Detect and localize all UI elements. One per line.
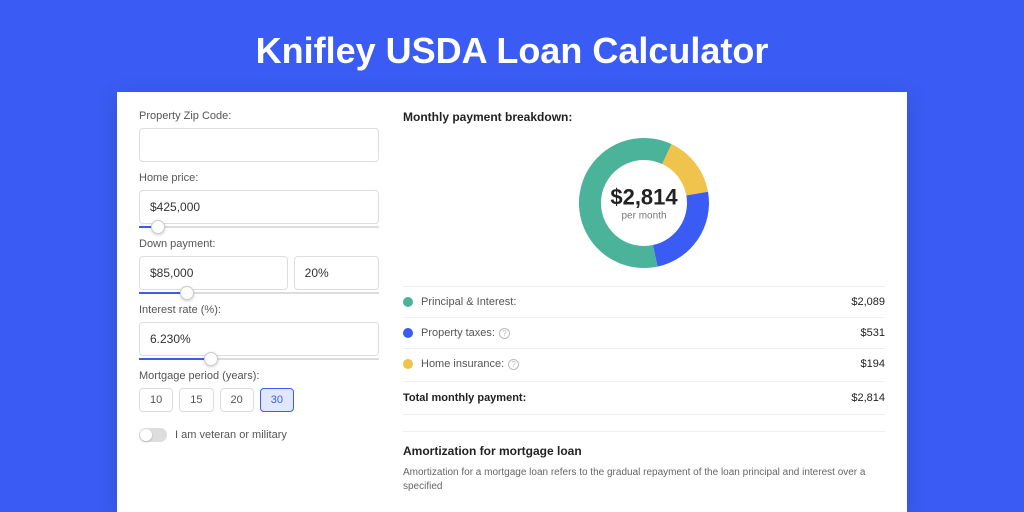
total-label: Total monthly payment: — [403, 392, 851, 404]
swatch-taxes — [403, 328, 413, 338]
info-icon[interactable]: ? — [499, 328, 510, 339]
interest-field: Interest rate (%): — [139, 304, 379, 360]
breakdown-row-taxes: Property taxes: ? $531 — [403, 317, 885, 348]
donut-center: $2,814 per month — [610, 185, 677, 222]
period-btn-15[interactable]: 15 — [179, 388, 213, 412]
breakdown-value: $194 — [861, 358, 885, 370]
calculator-card: Property Zip Code: Home price: Down paym… — [117, 92, 907, 512]
zip-field: Property Zip Code: — [139, 110, 379, 162]
amortization-text: Amortization for a mortgage loan refers … — [403, 466, 885, 494]
down-payment-slider[interactable] — [139, 292, 379, 294]
home-price-slider[interactable] — [139, 226, 379, 228]
veteran-row: I am veteran or military — [139, 428, 379, 442]
form-panel: Property Zip Code: Home price: Down paym… — [139, 110, 379, 494]
breakdown-label-text: Property taxes: — [421, 327, 495, 339]
breakdown-label: Home insurance: ? — [421, 358, 861, 370]
period-buttons: 10 15 20 30 — [139, 388, 379, 412]
down-payment-label: Down payment: — [139, 238, 379, 250]
slider-fill — [139, 358, 211, 360]
down-payment-pct-input[interactable] — [294, 256, 379, 290]
home-price-field: Home price: — [139, 172, 379, 228]
breakdown-label-text: Home insurance: — [421, 358, 504, 370]
breakdown-label: Principal & Interest: — [421, 296, 851, 308]
veteran-toggle[interactable] — [139, 428, 167, 442]
breakdown-row-insurance: Home insurance: ? $194 — [403, 348, 885, 379]
home-price-input[interactable] — [139, 190, 379, 224]
breakdown-value: $2,089 — [851, 296, 885, 308]
toggle-knob — [140, 429, 152, 441]
zip-input[interactable] — [139, 128, 379, 162]
slider-thumb[interactable] — [180, 286, 194, 300]
total-value: $2,814 — [851, 392, 885, 404]
down-payment-field: Down payment: — [139, 238, 379, 294]
breakdown-value: $531 — [861, 327, 885, 339]
slider-thumb[interactable] — [204, 352, 218, 366]
interest-input[interactable] — [139, 322, 379, 356]
breakdown-label: Property taxes: ? — [421, 327, 861, 339]
breakdown-total-row: Total monthly payment: $2,814 — [403, 381, 885, 415]
swatch-insurance — [403, 359, 413, 369]
info-icon[interactable]: ? — [508, 359, 519, 370]
down-payment-input[interactable] — [139, 256, 288, 290]
period-btn-30[interactable]: 30 — [260, 388, 294, 412]
donut-chart: $2,814 per month — [403, 138, 885, 268]
period-btn-20[interactable]: 20 — [220, 388, 254, 412]
breakdown-panel: Monthly payment breakdown: $2,814 per mo… — [403, 110, 885, 494]
period-label: Mortgage period (years): — [139, 370, 379, 382]
donut-sub: per month — [610, 211, 677, 222]
home-price-label: Home price: — [139, 172, 379, 184]
period-btn-10[interactable]: 10 — [139, 388, 173, 412]
slider-thumb[interactable] — [151, 220, 165, 234]
period-field: Mortgage period (years): 10 15 20 30 — [139, 370, 379, 412]
interest-slider[interactable] — [139, 358, 379, 360]
breakdown-row-principal: Principal & Interest: $2,089 — [403, 286, 885, 317]
zip-label: Property Zip Code: — [139, 110, 379, 122]
breakdown-title: Monthly payment breakdown: — [403, 110, 885, 124]
amortization-section: Amortization for mortgage loan Amortizat… — [403, 431, 885, 494]
swatch-principal — [403, 297, 413, 307]
interest-label: Interest rate (%): — [139, 304, 379, 316]
page-title: Knifley USDA Loan Calculator — [0, 0, 1024, 92]
veteran-label: I am veteran or military — [175, 429, 287, 441]
amortization-title: Amortization for mortgage loan — [403, 444, 885, 458]
donut-amount: $2,814 — [610, 185, 677, 211]
